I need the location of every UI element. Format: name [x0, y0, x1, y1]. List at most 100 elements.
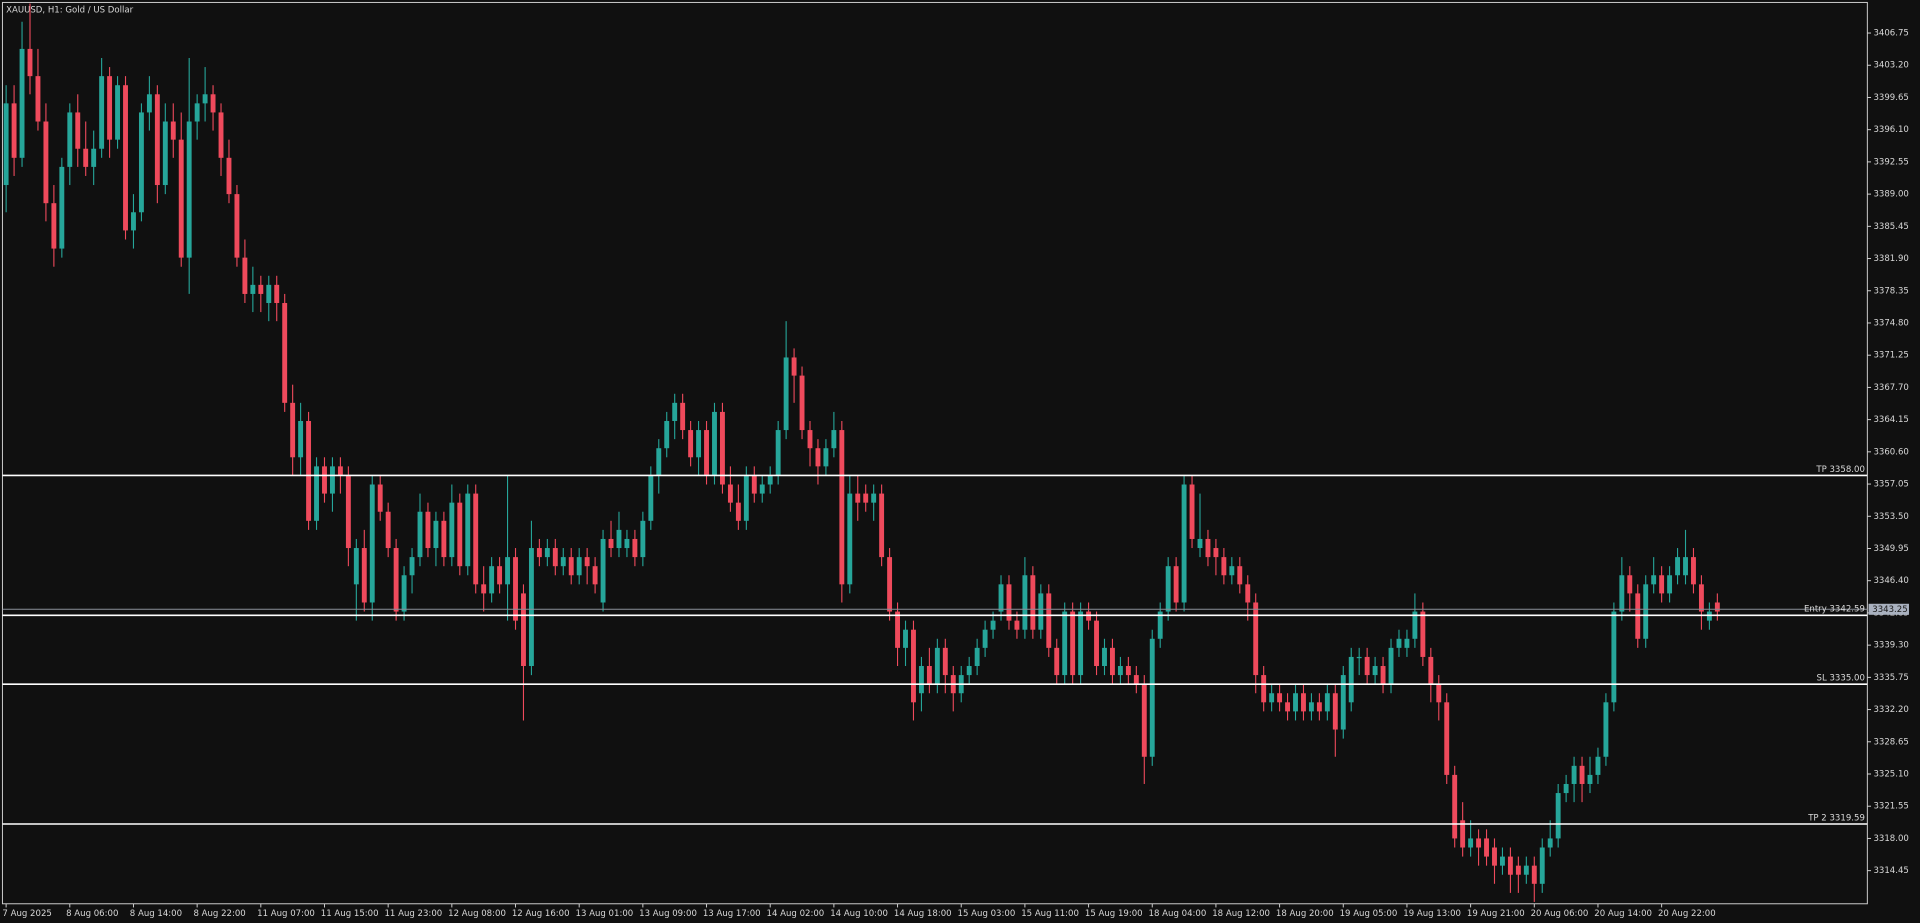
candle-body: [266, 284, 272, 304]
candle-body: [250, 284, 256, 294]
candle-body: [1452, 774, 1458, 839]
candle-body: [497, 566, 503, 585]
candle-body: [1635, 593, 1641, 639]
candle-body: [934, 647, 940, 685]
x-tick-label: 19 Aug 05:00: [1340, 909, 1398, 919]
candle-body: [337, 466, 343, 476]
candle-body: [616, 529, 622, 549]
candle-body: [903, 629, 908, 648]
candle-body: [887, 557, 893, 612]
candle-body: [1619, 575, 1625, 612]
candle-body: [27, 48, 33, 77]
x-tick-label: 11 Aug 07:00: [257, 909, 315, 919]
candle-body: [1141, 684, 1147, 757]
x-tick-label: 19 Aug 21:00: [1467, 909, 1525, 919]
candle-body: [1531, 865, 1537, 884]
candle-body: [11, 103, 17, 158]
candle-body: [282, 303, 288, 403]
candle-body: [154, 94, 160, 186]
candle-body: [91, 148, 97, 167]
candle-body: [783, 357, 789, 431]
y-tick-label: 3328.65: [1873, 737, 1908, 747]
y-tick-label: 3346.40: [1873, 576, 1908, 586]
candle-body: [751, 475, 757, 494]
candle-body: [807, 430, 813, 449]
candle-body: [1030, 575, 1036, 630]
candle-body: [656, 448, 662, 476]
candle-body: [664, 420, 670, 449]
candle-body: [1086, 611, 1092, 621]
candle-body: [473, 493, 479, 585]
candle-body: [345, 475, 351, 549]
candle-body: [1285, 702, 1290, 712]
candle-body: [1340, 675, 1346, 730]
candle-body: [1197, 538, 1203, 549]
y-tick-label: 3332.20: [1873, 705, 1908, 715]
y-tick-label: 3314.45: [1873, 866, 1908, 876]
y-tick-label: 3406.75: [1873, 29, 1908, 39]
candle-body: [568, 557, 574, 576]
candle-body: [226, 157, 232, 195]
candle-body: [1372, 666, 1378, 676]
level-label: TP 3358.00: [1815, 465, 1865, 475]
candle-body: [879, 493, 885, 558]
candle-body: [1189, 484, 1195, 539]
y-tick-label: 3378.35: [1873, 286, 1908, 296]
x-tick-label: 14 Aug 02:00: [767, 909, 825, 919]
candle-body: [1078, 611, 1084, 676]
candle-body: [1706, 611, 1712, 621]
candle-body: [1253, 602, 1259, 676]
candle-body: [194, 103, 200, 122]
candle-body: [1603, 702, 1609, 757]
candle-body: [457, 502, 463, 567]
candle-body: [696, 430, 702, 458]
candle-body: [1133, 675, 1139, 685]
candle-body: [433, 520, 439, 549]
candle-body: [863, 493, 869, 503]
candle-body: [1237, 566, 1243, 585]
candle-body: [1404, 638, 1410, 648]
candle-body: [815, 448, 821, 467]
candle-body: [1444, 702, 1450, 775]
candle-body: [998, 584, 1004, 612]
candle-body: [688, 430, 694, 458]
candle-body: [871, 493, 877, 503]
candle-body: [1388, 647, 1394, 685]
candle-body: [608, 538, 614, 549]
candle-body: [791, 357, 797, 376]
candle-body: [1173, 566, 1179, 603]
candle-body: [361, 548, 367, 603]
candle-body: [107, 76, 113, 140]
candle-body: [1094, 620, 1099, 667]
candle-body: [855, 493, 861, 503]
candle-body: [1683, 557, 1688, 576]
candle-body: [274, 284, 280, 304]
candle-body: [1205, 538, 1211, 558]
y-tick-label: 3364.15: [1873, 415, 1908, 425]
candle-body: [1038, 593, 1044, 630]
x-tick-label: 20 Aug 14:00: [1594, 909, 1652, 919]
candle-body: [513, 557, 518, 621]
candle-body: [1571, 765, 1577, 784]
y-tick-label: 3321.55: [1873, 802, 1908, 812]
x-tick-label: 19 Aug 13:00: [1403, 909, 1461, 919]
candle-body: [1149, 638, 1155, 757]
candle-body: [926, 666, 932, 685]
x-tick-label: 18 Aug 04:00: [1149, 909, 1207, 919]
candle-body: [576, 557, 582, 576]
x-tick-label: 11 Aug 15:00: [321, 909, 379, 919]
candle-body: [19, 48, 25, 158]
candle-body: [1014, 620, 1020, 630]
candle-body: [1316, 702, 1322, 712]
candle-body: [1324, 693, 1330, 712]
x-tick-label: 15 Aug 19:00: [1085, 909, 1143, 919]
candle-body: [417, 511, 423, 558]
candle-body: [234, 194, 240, 258]
x-tick-label: 14 Aug 10:00: [830, 909, 888, 919]
candle-body: [1507, 856, 1513, 875]
candle-body: [1714, 602, 1720, 612]
candle-body: [544, 548, 550, 558]
level-label: SL 3335.00: [1817, 674, 1865, 684]
candle-body: [743, 475, 749, 521]
